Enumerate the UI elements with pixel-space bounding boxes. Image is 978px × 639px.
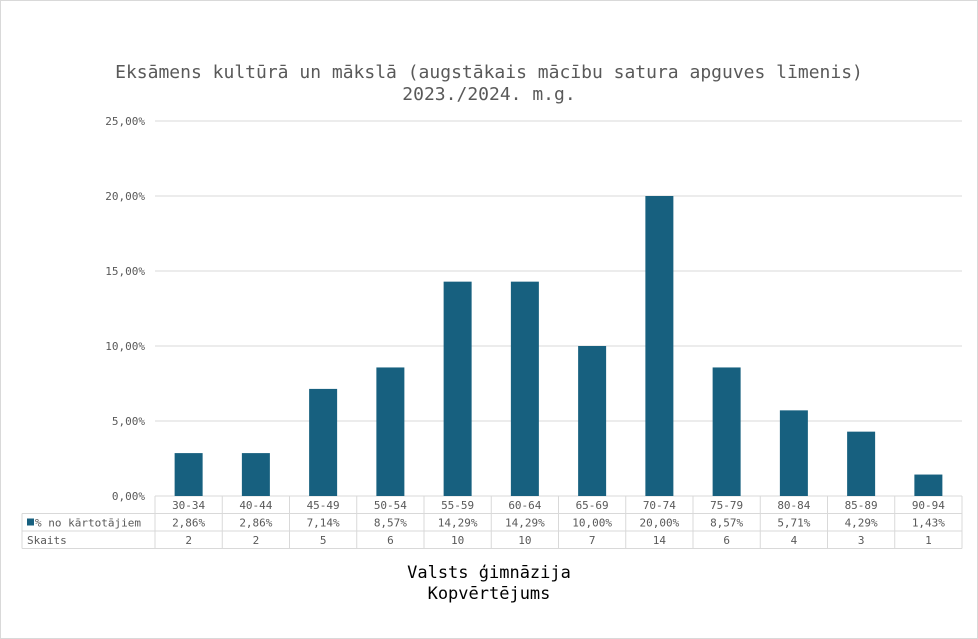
x-tick-label: 45-49 <box>307 499 340 512</box>
bar <box>645 196 674 496</box>
y-tick-label: 10,00% <box>105 340 145 353</box>
table-cell: 1 <box>925 534 932 547</box>
legend-key <box>27 518 34 526</box>
bar <box>241 453 270 496</box>
chart-title-line-1: Eksāmens kultūrā un mākslā (augstākais m… <box>115 62 863 83</box>
x-tick-label: 70-74 <box>643 499 676 512</box>
y-tick-label: 15,00% <box>105 265 145 278</box>
data-label: 4,29% <box>845 517 878 530</box>
chart-title-line-2: 2023./2024. m.g. <box>402 84 576 105</box>
bar <box>443 281 472 496</box>
table-cell: 5 <box>320 534 327 547</box>
table-cell: 3 <box>858 534 865 547</box>
bar <box>309 388 338 496</box>
x-tick-label: 50-54 <box>374 499 407 512</box>
x-tick-label: 75-79 <box>710 499 743 512</box>
bar <box>779 410 808 496</box>
table-cell: 6 <box>387 534 394 547</box>
data-label: 2,86% <box>172 517 205 530</box>
x-tick-label: 60-64 <box>508 499 541 512</box>
data-label: 14,29% <box>505 517 545 530</box>
bar <box>847 431 876 496</box>
data-label: 8,57% <box>374 517 407 530</box>
data-label: 5,71% <box>777 517 810 530</box>
table-cell: 2 <box>185 534 192 547</box>
x-axis-caption-line-1: Valsts ģimnāzija <box>407 563 571 583</box>
bar <box>376 367 405 496</box>
table-cell: 2 <box>253 534 260 547</box>
y-tick-label: 20,00% <box>105 190 145 203</box>
x-tick-label: 30-34 <box>172 499 205 512</box>
x-tick-label: 85-89 <box>845 499 878 512</box>
x-tick-label: 80-84 <box>777 499 810 512</box>
x-axis-caption-line-2: Kopvērtējums <box>427 584 551 604</box>
y-tick-label: 5,00% <box>112 415 145 428</box>
bar <box>510 281 539 496</box>
table-cell: 10 <box>451 534 464 547</box>
data-table: 30-34 40-44 45-49 50-54 55-59 60-64 65-69 70-74… <box>21 496 963 549</box>
legend-label: % no kārtotājiem <box>35 517 141 530</box>
gridlines <box>155 120 962 497</box>
table-row-label: Skaits <box>27 534 67 547</box>
table-cell: 10 <box>518 534 531 547</box>
data-label: 8,57% <box>710 517 743 530</box>
data-label: 14,29% <box>438 517 478 530</box>
table-cell: 6 <box>723 534 730 547</box>
table-cell: 7 <box>589 534 596 547</box>
x-tick-label: 55-59 <box>441 499 474 512</box>
x-tick-label: 65-69 <box>576 499 609 512</box>
x-axis-caption: Valsts ģimnāzija Kopvērtējums <box>0 563 978 605</box>
x-tick-label: 90-94 <box>912 499 945 512</box>
data-label: 7,14% <box>307 517 340 530</box>
table-cell: 14 <box>653 534 667 547</box>
data-label: 2,86% <box>239 517 272 530</box>
y-tick-label: 25,00% <box>105 115 145 128</box>
bar <box>174 453 203 496</box>
bar <box>914 474 943 496</box>
data-label: 10,00% <box>572 517 612 530</box>
x-tick-label: 40-44 <box>239 499 272 512</box>
bar <box>578 346 607 496</box>
table-cell: 4 <box>791 534 798 547</box>
data-label: 1,43% <box>912 517 945 530</box>
y-axis-ticks: 0,00% 5,00% 10,00% 15,00% 20,00% 25,00% <box>105 115 145 503</box>
chart-title: Eksāmens kultūrā un mākslā (augstākais m… <box>0 62 978 106</box>
y-tick-label: 0,00% <box>112 490 145 503</box>
bars <box>174 196 943 496</box>
bar <box>712 367 741 496</box>
data-label: 20,00% <box>640 517 680 530</box>
